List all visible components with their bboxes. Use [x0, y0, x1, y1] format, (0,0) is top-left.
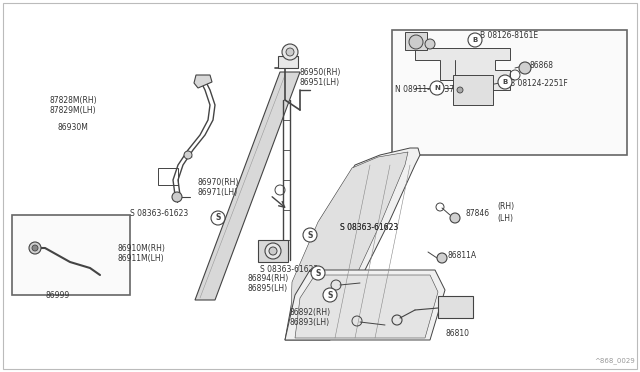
Text: 86911M(LH): 86911M(LH) [118, 254, 164, 263]
Text: 86951(LH): 86951(LH) [300, 78, 340, 87]
Text: B 08124-2251F: B 08124-2251F [510, 80, 568, 89]
Text: 86892(RH): 86892(RH) [290, 308, 331, 317]
Circle shape [265, 243, 281, 259]
Bar [438, 296, 473, 318]
Text: B: B [502, 79, 508, 85]
Circle shape [211, 211, 225, 225]
Polygon shape [290, 152, 408, 338]
Text: 86810: 86810 [445, 330, 469, 339]
Text: N 08911-10637: N 08911-10637 [395, 84, 454, 93]
Text: (RH): (RH) [497, 202, 514, 212]
Text: 86894(RH): 86894(RH) [248, 273, 289, 282]
Text: 86999: 86999 [45, 291, 69, 299]
Text: 87846: 87846 [465, 208, 489, 218]
Circle shape [184, 151, 192, 159]
Text: 86950(RH): 86950(RH) [300, 68, 341, 77]
Polygon shape [295, 275, 438, 338]
Text: 87828M(RH): 87828M(RH) [50, 96, 98, 105]
Circle shape [172, 192, 182, 202]
Circle shape [468, 33, 482, 47]
Circle shape [498, 75, 512, 89]
Bar [278, 56, 298, 68]
Text: N: N [434, 85, 440, 91]
Circle shape [32, 245, 38, 251]
Circle shape [303, 228, 317, 242]
Text: 86930M: 86930M [58, 124, 89, 132]
Circle shape [323, 288, 337, 302]
Polygon shape [194, 75, 212, 88]
Text: S: S [307, 231, 313, 240]
Text: 87829M(LH): 87829M(LH) [50, 106, 97, 115]
Polygon shape [285, 148, 420, 340]
Circle shape [409, 35, 423, 49]
Text: 86971(LH): 86971(LH) [198, 189, 238, 198]
Polygon shape [285, 270, 445, 340]
Bar [392, 30, 627, 155]
Circle shape [29, 242, 41, 254]
Text: S 08363-61623: S 08363-61623 [340, 224, 398, 232]
Text: S 08363-61623: S 08363-61623 [340, 224, 398, 232]
Polygon shape [415, 48, 510, 90]
Text: S: S [215, 214, 221, 222]
Text: 86970(RH): 86970(RH) [198, 179, 239, 187]
Circle shape [430, 81, 444, 95]
Text: 86811A: 86811A [448, 250, 477, 260]
Bar [258, 240, 288, 262]
Text: B 08126-8161E: B 08126-8161E [480, 32, 538, 41]
Circle shape [457, 87, 463, 93]
Text: S: S [327, 291, 333, 299]
Text: S: S [316, 269, 321, 278]
Bar [405, 32, 427, 50]
Text: 86910M(RH): 86910M(RH) [118, 244, 166, 253]
Bar [453, 75, 493, 105]
Text: (LH): (LH) [497, 214, 513, 222]
Text: S 08363-61623: S 08363-61623 [260, 266, 318, 275]
Circle shape [519, 62, 531, 74]
Circle shape [311, 266, 325, 280]
Bar [12, 215, 130, 295]
Text: S 08363-61623: S 08363-61623 [130, 208, 188, 218]
Circle shape [450, 213, 460, 223]
Circle shape [425, 39, 435, 49]
Text: 86895(LH): 86895(LH) [248, 285, 288, 294]
Text: ^868_0029: ^868_0029 [595, 357, 635, 364]
Circle shape [437, 253, 447, 263]
Polygon shape [195, 72, 300, 300]
Circle shape [269, 247, 277, 255]
Circle shape [282, 44, 298, 60]
Text: 86893(LH): 86893(LH) [290, 317, 330, 327]
Text: 86868: 86868 [530, 61, 554, 70]
Circle shape [286, 48, 294, 56]
Text: B: B [472, 37, 477, 43]
